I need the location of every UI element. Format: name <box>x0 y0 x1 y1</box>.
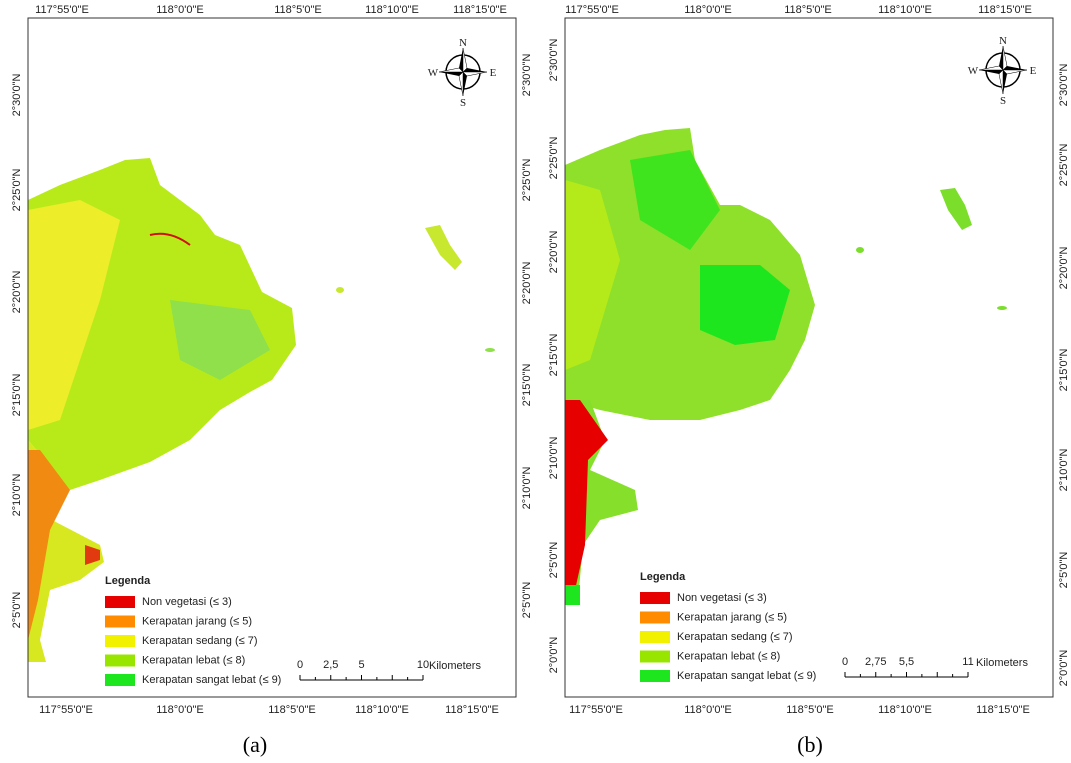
bottom-coordinate-label: 118°10'0"E <box>355 704 409 716</box>
scale-label: 0 <box>842 656 848 668</box>
left-coordinate-label: 2°30'0"N <box>11 74 23 117</box>
right-coordinate-label: 2°15'0"N <box>1058 349 1070 392</box>
scale-label: 10 <box>417 659 429 671</box>
legend-label: Kerapatan jarang (≤ 5) <box>142 616 252 628</box>
right-coordinate-label: 2°30'0"N <box>521 54 533 97</box>
scale-unit: Kilometers <box>429 660 481 672</box>
legend-swatch <box>640 611 670 624</box>
legend-label: Non vegetasi (≤ 3) <box>142 596 232 608</box>
map-annotations: 117°55'0"E 118°0'0"E 118°5'0"E 118°10'0"E 11… <box>11 4 1070 757</box>
top-coordinate-label: 117°55'0"E <box>35 4 89 16</box>
caption: (a) <box>243 732 267 757</box>
map-frame <box>27 17 517 698</box>
left-coordinate-label: 2°5'0"N <box>11 592 23 629</box>
compass-s: S <box>460 97 466 109</box>
scale-label: 5,5 <box>899 656 914 668</box>
top-coordinate-label: 118°15'0"E <box>453 4 507 16</box>
bottom-coordinate-label: 118°10'0"E <box>878 704 932 716</box>
scale-label: 5 <box>358 659 364 671</box>
legend-swatch <box>105 674 135 686</box>
compass-w: W <box>428 67 439 79</box>
legend-swatch <box>640 592 670 604</box>
scale-label: 2,75 <box>865 656 886 668</box>
top-coordinate-label: 118°0'0"E <box>156 4 204 16</box>
legend-swatch <box>105 635 135 647</box>
bottom-coordinate-label: 118°5'0"E <box>268 704 316 716</box>
left-coordinate-label: 2°25'0"N <box>548 137 560 180</box>
legend-swatch <box>640 631 670 643</box>
scale-label: 0 <box>297 659 303 671</box>
right-coordinate-label: 2°10'0"N <box>521 467 533 510</box>
right-coordinate-label: 2°20'0"N <box>521 262 533 305</box>
legend-swatch <box>105 654 135 667</box>
bottom-coordinate-label: 117°55'0"E <box>39 704 93 716</box>
top-coordinate-label: 118°5'0"E <box>274 4 322 16</box>
left-coordinate-label: 2°0'0"N <box>548 637 560 674</box>
right-coordinate-label: 2°10'0"N <box>1058 449 1070 492</box>
top-coordinate-label: 118°0'0"E <box>684 4 732 16</box>
top-coordinate-label: 118°10'0"E <box>878 4 932 16</box>
map-b-land <box>565 128 1007 605</box>
left-coordinate-label: 2°5'0"N <box>548 542 560 579</box>
legend-label: Kerapatan sedang (≤ 7) <box>677 631 793 643</box>
legend-swatch <box>105 596 135 608</box>
right-coordinate-label: 2°5'0"N <box>521 582 533 619</box>
legend-label: Kerapatan jarang (≤ 5) <box>677 612 787 624</box>
compass-n: N <box>999 35 1007 47</box>
caption: (b) <box>797 732 823 757</box>
bottom-coordinate-label: 118°15'0"E <box>445 704 499 716</box>
legend-swatch <box>640 650 670 663</box>
legend-label: Non vegetasi (≤ 3) <box>677 592 767 604</box>
map-a-land <box>28 158 495 662</box>
right-coordinate-label: 2°0'0"N <box>1058 650 1070 687</box>
compass-w: W <box>968 65 979 77</box>
compass-rose: N S E W <box>968 35 1037 107</box>
bottom-coordinate-label: 117°55'0"E <box>569 704 623 716</box>
right-coordinate-label: 2°15'0"N <box>521 364 533 407</box>
scale-label: 2,5 <box>323 659 338 671</box>
scale-label: 11 <box>962 656 973 668</box>
legend-swatch <box>105 615 135 628</box>
scale-unit: Kilometers <box>976 657 1028 669</box>
bottom-coordinate-label: 118°5'0"E <box>786 704 834 716</box>
legend-swatch <box>640 670 670 682</box>
compass-rose: N S E W <box>428 37 497 109</box>
compass-star-inner <box>438 47 488 97</box>
top-coordinate-label: 118°15'0"E <box>978 4 1032 16</box>
legend-label: Kerapatan sangat lebat (≤ 9) <box>142 674 281 686</box>
legend-label: Kerapatan sangat lebat (≤ 9) <box>677 670 816 682</box>
legend-title: Legenda <box>105 575 151 587</box>
left-coordinate-label: 2°15'0"N <box>11 374 23 417</box>
right-coordinate-label: 2°20'0"N <box>1058 247 1070 290</box>
right-coordinate-label: 2°25'0"N <box>1058 144 1070 187</box>
legend-title: Legenda <box>640 571 686 583</box>
legend-label: Kerapatan lebat (≤ 8) <box>677 651 780 663</box>
compass-star-inner <box>978 45 1028 95</box>
compass-e: E <box>1030 65 1037 77</box>
right-coordinate-label: 2°25'0"N <box>521 159 533 202</box>
right-coordinate-label: 2°5'0"N <box>1058 552 1070 589</box>
legend-label: Kerapatan lebat (≤ 8) <box>142 655 245 667</box>
left-coordinate-label: 2°30'0"N <box>548 39 560 82</box>
right-coordinate-label: 2°30'0"N <box>1058 64 1070 107</box>
left-coordinate-label: 2°10'0"N <box>548 437 560 480</box>
left-coordinate-label: 2°25'0"N <box>11 169 23 212</box>
left-coordinate-label: 2°20'0"N <box>548 231 560 274</box>
compass-e: E <box>490 67 497 79</box>
map-frame <box>564 17 1054 698</box>
top-coordinate-label: 118°10'0"E <box>365 4 419 16</box>
left-coordinate-label: 2°20'0"N <box>11 271 23 314</box>
compass-n: N <box>459 37 467 49</box>
left-coordinate-label: 2°10'0"N <box>11 474 23 517</box>
compass-s: S <box>1000 95 1006 107</box>
top-coordinate-label: 117°55'0"E <box>565 4 619 16</box>
bottom-coordinate-label: 118°0'0"E <box>156 704 204 716</box>
bottom-coordinate-label: 118°0'0"E <box>684 704 732 716</box>
left-coordinate-label: 2°15'0"N <box>548 334 560 377</box>
bottom-coordinate-label: 118°15'0"E <box>976 704 1030 716</box>
legend-label: Kerapatan sedang (≤ 7) <box>142 635 258 647</box>
top-coordinate-label: 118°5'0"E <box>784 4 832 16</box>
